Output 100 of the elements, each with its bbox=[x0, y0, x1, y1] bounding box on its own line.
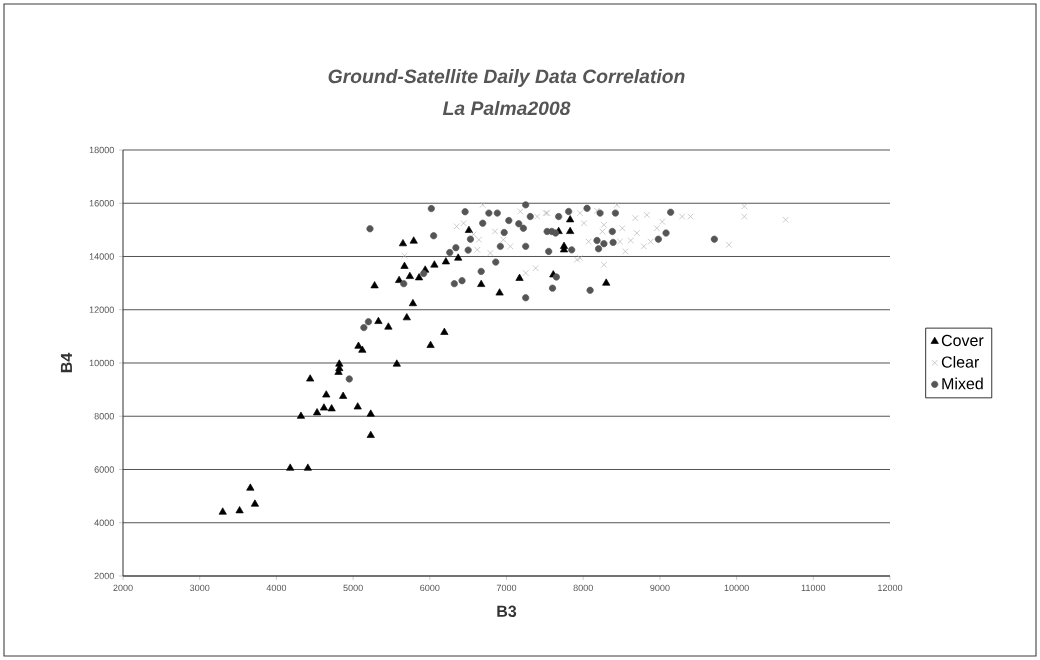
point bbox=[741, 213, 748, 220]
point bbox=[586, 286, 594, 294]
point bbox=[479, 219, 487, 227]
chart-subtitle: La Palma2008 bbox=[442, 100, 571, 116]
point bbox=[613, 201, 621, 209]
point bbox=[710, 235, 718, 243]
point bbox=[353, 402, 362, 410]
point bbox=[322, 390, 331, 398]
point bbox=[364, 318, 372, 326]
point bbox=[515, 220, 523, 228]
point bbox=[454, 253, 463, 261]
point bbox=[306, 374, 315, 382]
point bbox=[522, 201, 530, 209]
point bbox=[519, 224, 527, 232]
point bbox=[600, 261, 608, 268]
point bbox=[545, 247, 553, 255]
point bbox=[458, 277, 466, 285]
legend-label: Cover bbox=[941, 334, 984, 347]
y-tick-label: 10000 bbox=[89, 359, 114, 367]
point bbox=[585, 238, 592, 245]
point bbox=[600, 221, 608, 228]
point bbox=[218, 507, 227, 515]
point bbox=[370, 281, 379, 289]
point bbox=[687, 213, 694, 220]
point bbox=[627, 237, 634, 244]
point bbox=[653, 225, 660, 232]
point bbox=[492, 258, 500, 266]
point bbox=[409, 236, 418, 244]
x-tick-label: 12000 bbox=[878, 584, 903, 592]
point bbox=[464, 246, 472, 254]
point bbox=[741, 203, 748, 210]
x-tick-label: 10000 bbox=[724, 584, 749, 592]
point bbox=[461, 208, 469, 216]
point bbox=[400, 261, 409, 269]
point bbox=[515, 273, 524, 281]
point bbox=[576, 254, 584, 262]
point bbox=[430, 232, 438, 240]
legend-label: Mixed bbox=[942, 377, 983, 390]
y-tick-label: 4000 bbox=[94, 519, 114, 526]
point bbox=[599, 228, 606, 235]
point bbox=[580, 220, 588, 227]
point bbox=[640, 243, 647, 250]
point bbox=[500, 236, 507, 243]
point bbox=[319, 403, 328, 411]
y-tick-label: 14000 bbox=[89, 253, 114, 260]
point bbox=[517, 208, 524, 215]
point bbox=[659, 218, 666, 225]
point bbox=[662, 229, 670, 237]
point bbox=[619, 225, 626, 232]
point bbox=[392, 359, 401, 367]
point bbox=[446, 248, 454, 257]
point bbox=[522, 242, 530, 250]
point bbox=[600, 240, 608, 248]
point bbox=[647, 238, 654, 245]
point bbox=[366, 430, 375, 438]
point bbox=[427, 205, 435, 213]
point bbox=[374, 316, 383, 324]
y-axis-title: B4 bbox=[60, 352, 72, 373]
point bbox=[500, 228, 508, 237]
point bbox=[398, 239, 407, 247]
x-tick-label: 8000 bbox=[573, 584, 593, 592]
point bbox=[474, 246, 481, 253]
point bbox=[354, 341, 363, 349]
point bbox=[401, 252, 408, 259]
point bbox=[595, 245, 603, 253]
point bbox=[534, 213, 541, 220]
point bbox=[576, 209, 584, 217]
point bbox=[384, 322, 393, 330]
point bbox=[426, 340, 435, 348]
point bbox=[477, 279, 486, 287]
point bbox=[452, 244, 460, 252]
point bbox=[496, 242, 504, 250]
point bbox=[608, 227, 616, 235]
point bbox=[654, 235, 662, 243]
point bbox=[609, 238, 617, 246]
point bbox=[568, 246, 576, 254]
point bbox=[339, 391, 348, 399]
point bbox=[643, 211, 651, 219]
point bbox=[296, 411, 305, 419]
point bbox=[593, 236, 601, 245]
point bbox=[505, 217, 513, 225]
point bbox=[566, 215, 575, 223]
x-tick-label: 5000 bbox=[343, 584, 363, 592]
point bbox=[602, 278, 611, 286]
point bbox=[616, 238, 624, 245]
point bbox=[555, 213, 563, 221]
point bbox=[495, 288, 504, 296]
point bbox=[622, 248, 629, 255]
point bbox=[453, 223, 460, 230]
point bbox=[678, 213, 686, 220]
point bbox=[532, 265, 539, 272]
point bbox=[522, 269, 529, 277]
point bbox=[479, 201, 486, 209]
point bbox=[633, 229, 641, 237]
y-tick-label: 2000 bbox=[94, 572, 114, 580]
x-tick-label: 6000 bbox=[420, 584, 440, 592]
point bbox=[475, 236, 483, 243]
point bbox=[360, 324, 368, 332]
y-tick-label: 6000 bbox=[94, 466, 114, 473]
point bbox=[548, 284, 557, 292]
